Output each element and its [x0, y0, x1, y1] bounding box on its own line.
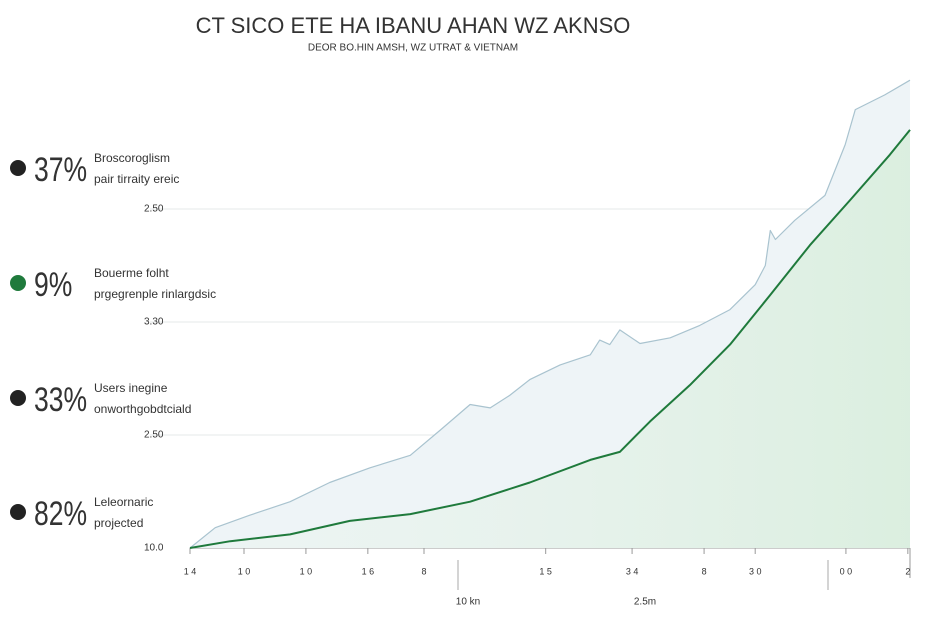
callout-percent: 33% [34, 381, 87, 419]
callout-line1: Bouerme folht [94, 266, 169, 280]
y-tick-label: 2.50 [144, 204, 164, 215]
x-tick-label: 3 4 [626, 566, 639, 576]
callout-line1: Leleornaric [94, 495, 153, 509]
x-tick-label: 8 [421, 566, 426, 576]
callout-line2: onworthgobdtciald [94, 402, 191, 416]
callout-icon [10, 160, 26, 176]
callout-line2: pair tirraity ereic [94, 172, 179, 186]
callout-icon [10, 504, 26, 520]
x-tick-label: 1 0 [300, 566, 313, 576]
x-tick-label: 1 6 [362, 566, 375, 576]
y-tick-label: 3.30 [144, 317, 164, 328]
callout-icon [10, 390, 26, 406]
y-tick-label: 10.0 [144, 543, 164, 554]
x-annotation: 2.5m [634, 597, 656, 608]
series-line [189, 129, 911, 549]
chart-title: CT SICO ETE HA IBANU AHAN WZ AKNSO [196, 13, 631, 38]
callout-line1: Users inegine [94, 381, 168, 395]
callout-percent: 82% [34, 495, 87, 533]
callout-percent: 9% [34, 266, 72, 304]
x-tick-label: 1 0 [238, 566, 251, 576]
callout-line1: Broscoroglism [94, 151, 170, 165]
chart-subtitle: DEOR BO.HIN AMSH, WZ UTRAT & VIETNAM [308, 43, 518, 54]
x-tick-label: 2 [905, 566, 910, 576]
series-line [189, 79, 911, 549]
callout-line2: prgegrenple rinlargdsic [94, 287, 216, 301]
x-annotation: 10 kn [456, 597, 480, 608]
x-tick-label: 3 0 [749, 566, 762, 576]
callouts: 37% Broscoroglism pair tirraity ereic 9% Bou… [10, 151, 216, 533]
series-area [190, 129, 910, 548]
x-tick-label: 1 5 [539, 566, 552, 576]
x-tick-label: 0 0 [840, 566, 853, 576]
callout-percent: 37% [34, 151, 87, 189]
y-tick-label: 2.50 [144, 430, 164, 441]
callout-line2: projected [94, 516, 143, 530]
callout-icon [10, 275, 26, 291]
x-tick-label: 1 4 [184, 566, 197, 576]
x-tick-label: 8 [702, 566, 707, 576]
